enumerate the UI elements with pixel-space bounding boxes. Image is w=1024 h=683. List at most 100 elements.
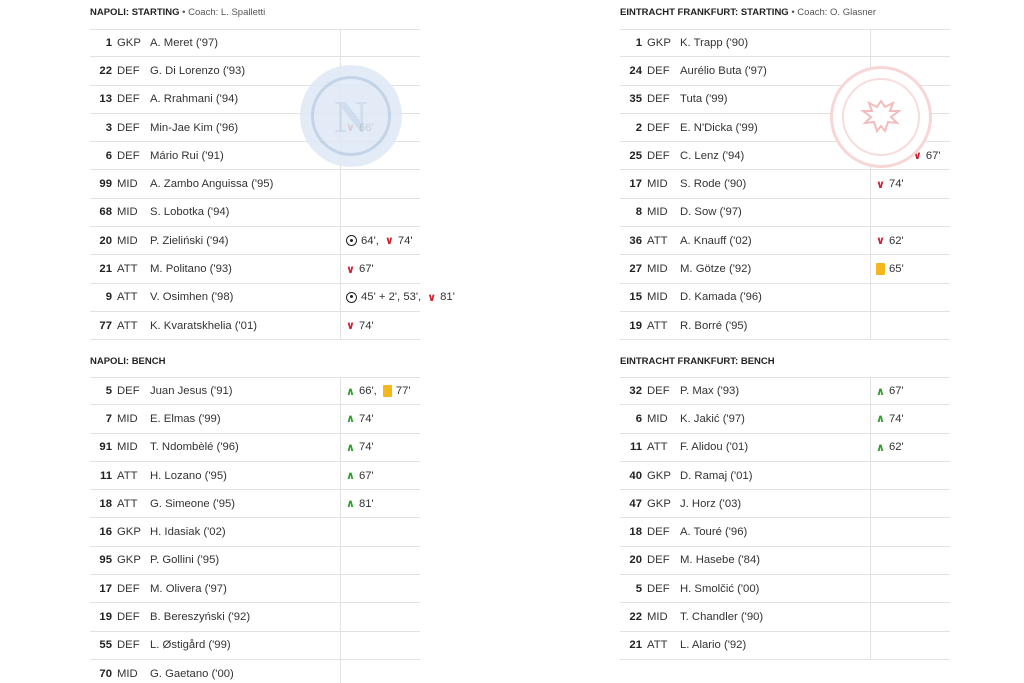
player-position: ATT — [647, 319, 668, 332]
player-position: ATT — [117, 263, 138, 276]
shirt-number: 22 — [629, 611, 642, 624]
arrow-up-icon: ∧ — [876, 441, 885, 454]
event-minute: 77' — [395, 385, 411, 398]
player-name: K. Jakić ('97) — [680, 412, 745, 425]
event-yellow: 77' — [382, 385, 411, 398]
player-row: 5 DEF Juan Jesus ('91) ∧ 66', 77' — [90, 377, 420, 406]
arrow-up-icon: ∧ — [346, 470, 355, 483]
player-position: ATT — [117, 497, 138, 510]
napoli-bench-title: NAPOLI: BENCH — [90, 356, 165, 367]
player-name: A. Knauff ('02) — [680, 234, 752, 247]
player-position: ATT — [647, 441, 668, 454]
arrow-down-icon: ∨ — [346, 320, 355, 333]
section-heading: EINTRACHT FRANKFURT: BENCH — [620, 356, 775, 367]
napoli-crest-icon: N — [300, 65, 402, 167]
event-minute: 74' — [358, 412, 374, 425]
section-heading: NAPOLI: STARTING — [90, 7, 180, 18]
player-row: 21 ATT M. Politano ('93) ∨ 67' — [90, 255, 420, 284]
frankfurt-bench-table: 32 DEF P. Max ('93) ∧ 67' 6 MID K. Jakić ('97) ∧… — [620, 377, 950, 660]
event-minute: 64', — [361, 234, 379, 247]
shirt-number: 17 — [629, 178, 642, 191]
shirt-number: 20 — [99, 234, 112, 247]
player-position: DEF — [117, 64, 140, 77]
shirt-number: 11 — [100, 469, 112, 482]
arrow-up-icon: ∧ — [346, 385, 355, 398]
player-position: GKP — [117, 37, 141, 50]
shirt-number: 19 — [629, 319, 642, 332]
player-position: DEF — [117, 639, 140, 652]
player-position: DEF — [647, 121, 670, 134]
player-row: 24 DEF Aurélio Buta ('97) — [620, 57, 950, 86]
player-row: 20 MID P. Zieliński ('94) 64', ∨ 74' — [90, 227, 420, 256]
match-events — [870, 311, 950, 340]
event-minute: 62' — [888, 441, 904, 454]
event-minute: 67' — [888, 385, 904, 398]
player-row: 32 DEF P. Max ('93) ∧ 67' — [620, 377, 950, 406]
player-name: T. Chandler ('90) — [680, 611, 764, 624]
player-row: 16 GKP H. Idasiak ('02) — [90, 518, 420, 547]
match-events — [870, 518, 950, 546]
shirt-number: 9 — [105, 291, 112, 304]
player-row: 36 ATT A. Knauff ('02) ∨ 62' — [620, 227, 950, 256]
arrow-down-icon: ∨ — [384, 235, 394, 248]
event-minute: 74' — [888, 412, 904, 425]
match-events: 64', ∨ 74' — [340, 227, 420, 255]
match-events — [870, 575, 950, 603]
frankfurt-starting-table: 1 GKP K. Trapp ('90) 24 DEF Aurélio Buta ('97… — [620, 29, 950, 341]
player-name: F. Alidou ('01) — [680, 441, 749, 454]
player-position: ATT — [117, 469, 138, 482]
football-icon — [346, 235, 357, 247]
match-events — [340, 198, 420, 227]
player-row: 99 MID A. Zambo Anguissa ('95) — [90, 170, 420, 199]
coach-label: • Coach: L. Spalletti — [179, 7, 266, 18]
match-events — [340, 546, 420, 575]
player-position: MID — [647, 263, 668, 276]
player-name: B. Bereszyński ('92) — [150, 611, 251, 624]
match-events: ∧ 66', 77' — [340, 378, 420, 405]
player-name: D. Sow ('97) — [680, 206, 742, 219]
yellow-card-icon — [876, 263, 885, 276]
player-name: M. Olivera ('97) — [150, 582, 227, 595]
player-position: MID — [117, 441, 138, 454]
napoli-n-logo-icon: N — [311, 76, 391, 156]
shirt-number: 6 — [635, 412, 642, 425]
player-position: DEF — [647, 385, 670, 398]
player-name: A. Zambo Anguissa ('95) — [150, 178, 274, 191]
match-events: 65' — [870, 255, 950, 283]
event-minute: 74' — [397, 234, 413, 247]
player-position: ATT — [117, 319, 138, 332]
event-sub-off: ∨ 67' — [346, 263, 374, 276]
player-row: 20 DEF M. Hasebe ('84) — [620, 546, 950, 576]
player-name: L. Alario ('92) — [680, 639, 747, 652]
event-sub-off: ∨ 67' — [913, 149, 941, 163]
shirt-number: 1 — [635, 37, 642, 50]
player-name: H. Smolčić ('00) — [680, 582, 760, 595]
event-sub-on: ∧ 62' — [876, 441, 904, 454]
match-events: ∧ 67' — [340, 461, 420, 490]
shirt-number: 22 — [99, 64, 112, 77]
match-events — [340, 659, 420, 683]
event-minute: 62' — [888, 234, 904, 247]
match-events: ∧ 62' — [870, 433, 950, 461]
shirt-number: 24 — [629, 64, 642, 77]
event-sub-off: ∨ 81' — [427, 291, 455, 304]
player-row: 55 DEF L. Østigård ('99) — [90, 631, 420, 660]
player-name: T. Ndombèlé ('96) — [150, 441, 239, 454]
section-heading: EINTRACHT FRANKFURT: STARTING — [620, 7, 789, 18]
player-name: A. Rrahmani ('94) — [150, 93, 239, 106]
arrow-up-icon: ∧ — [346, 413, 355, 426]
shirt-number: 47 — [629, 497, 642, 510]
event-sub-off: ∨ 74' — [876, 178, 904, 191]
player-position: GKP — [647, 497, 671, 510]
event-minute: 67' — [925, 149, 941, 162]
player-name: A. Touré ('96) — [680, 526, 748, 539]
shirt-number: 19 — [99, 611, 112, 624]
event-sub-on: ∧ 81' — [346, 497, 374, 511]
player-row: 22 DEF G. Di Lorenzo ('93) — [90, 57, 420, 86]
player-name: G. Simeone ('95) — [150, 497, 236, 510]
event-minute: 74' — [888, 178, 904, 191]
match-events: ∨ 74' — [870, 170, 950, 198]
shirt-number: 32 — [629, 385, 642, 398]
event-sub-on: ∧ 67' — [346, 469, 374, 483]
player-row: 21 ATT L. Alario ('92) — [620, 631, 950, 660]
